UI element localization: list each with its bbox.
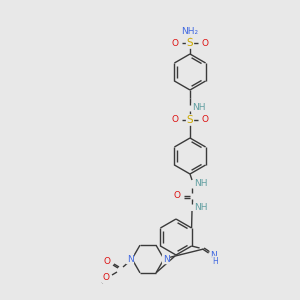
Text: N: N [127,254,134,263]
Text: NH₂: NH₂ [182,28,199,37]
Text: NH: NH [194,179,208,188]
Text: NH: NH [192,103,206,112]
Text: O: O [172,38,178,47]
Text: O: O [103,257,110,266]
Text: N: N [210,250,217,260]
Text: S: S [187,115,193,125]
Text: S: S [187,38,193,48]
Text: O: O [202,116,208,124]
Text: NH: NH [194,202,208,211]
Text: H: H [213,256,218,266]
Text: O: O [202,38,208,47]
Text: O: O [173,191,181,200]
Text: O: O [103,274,110,283]
Text: N: N [163,254,170,263]
Text: O: O [172,116,178,124]
